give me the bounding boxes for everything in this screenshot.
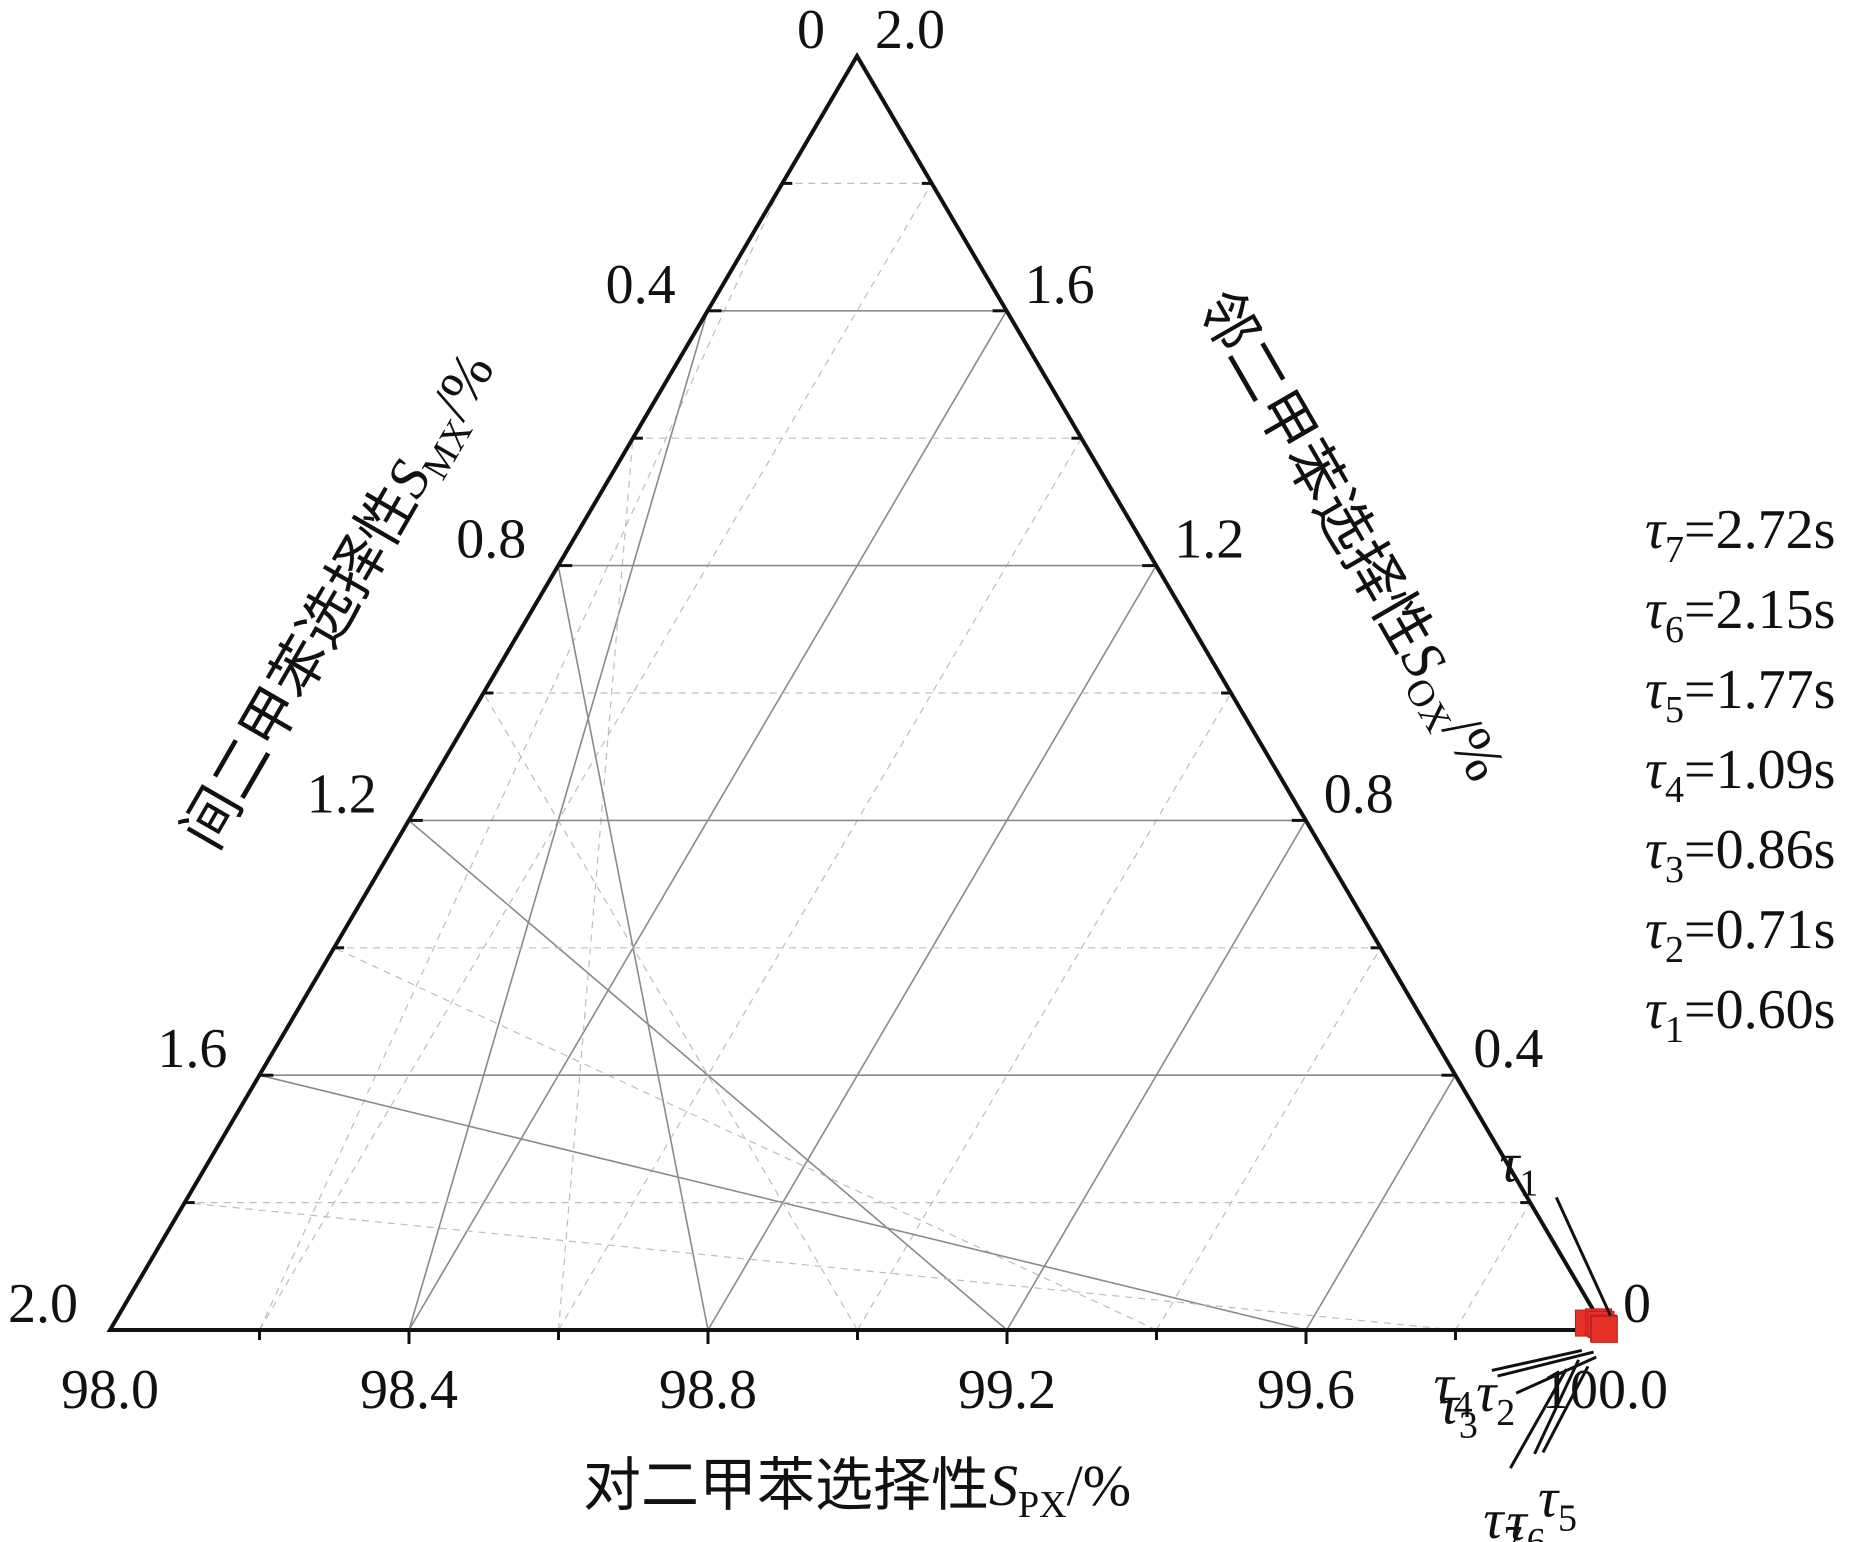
svg-text:对二甲苯选择性SPX/%: 对二甲苯选择性SPX/% (583, 1453, 1131, 1526)
triangle-outline (106, 52, 1609, 1332)
callout-label: τ1 (1499, 1132, 1538, 1204)
tick-labels: 98.0 98.4 98.8 99.2 99.6 100.0 0 0.4 0.8 1.2 1.6 2.… (8, 0, 1668, 1421)
callout-label: τ6 (1507, 1491, 1546, 1542)
axis-titles: 对二甲苯选择性SPX/%间二甲苯选择性SMX/% 邻二甲苯选择性SOX/% (170, 279, 1519, 1526)
right-tick-label: 0 (1623, 1273, 1651, 1335)
callout-label: τ2 (1476, 1362, 1515, 1434)
right-tick-label: 0.4 (1473, 1018, 1543, 1080)
left-tick-label: 1.6 (157, 1018, 227, 1080)
legend-entry: τ5=1.77s (1645, 659, 1835, 731)
right-tick-label: 0.8 (1324, 763, 1394, 825)
legend-entry: τ2=0.71s (1645, 899, 1835, 971)
grid-line (1454, 1202, 1531, 1331)
callout-label: τ7 (1483, 1489, 1522, 1542)
bottom-tick-label: 99.2 (958, 1359, 1056, 1421)
right-tick-label: 2.0 (875, 0, 945, 61)
left-tick-label: 1.2 (307, 763, 377, 825)
grid-line (1155, 947, 1382, 1331)
left-tick-label: 0.8 (456, 509, 526, 571)
right-tick-label: 1.2 (1174, 509, 1244, 571)
triangle-frame (106, 52, 1609, 1344)
legend-entry: τ7=2.72s (1645, 499, 1835, 571)
legend-entry: τ3=0.86s (1645, 819, 1835, 891)
callout-line (1554, 1196, 1612, 1316)
grid-line (557, 438, 634, 1331)
bottom-tick-label: 98.0 (61, 1359, 159, 1421)
callout-line (1491, 1349, 1583, 1372)
legend-entry: τ1=0.60s (1645, 979, 1835, 1051)
bottom-tick-label: 98.4 (360, 1359, 458, 1421)
callout-label: τ4 (1434, 1354, 1473, 1426)
right-tick-label: 1.6 (1025, 254, 1095, 316)
callout-line (1515, 1355, 1597, 1395)
callout-line (1509, 1368, 1568, 1469)
legend-entry: τ4=1.09s (1645, 739, 1835, 811)
grid-line (482, 692, 859, 1331)
legend-entry: τ6=2.15s (1645, 579, 1835, 651)
series-layer (1574, 1308, 1618, 1343)
grid-line (856, 692, 1232, 1331)
grid-line (557, 437, 1082, 1331)
left-tick-label: 2.0 (8, 1273, 78, 1335)
legend: τ7=2.72s τ6=2.15s τ5=1.77s τ4=1.09s τ3=0.86s… (1645, 499, 1835, 1051)
left-tick-label: 0.4 (606, 254, 676, 316)
callout-label: τ3 (1439, 1374, 1478, 1446)
grid-layer (184, 182, 1531, 1331)
callout-line (1541, 1365, 1590, 1454)
bottom-axis-title: 对二甲苯选择性SPX/% (583, 1453, 1131, 1526)
data-point (1590, 1315, 1618, 1343)
grid-line (184, 1202, 1456, 1331)
bottom-tick-label: 98.8 (659, 1359, 757, 1421)
bottom-tick-label: 99.6 (1257, 1359, 1355, 1421)
grid-line (333, 947, 1157, 1331)
callout-label: τ5 (1538, 1467, 1577, 1539)
left-tick-label: 0 (797, 0, 825, 61)
callout-line (1533, 1359, 1580, 1455)
callout-line (1497, 1350, 1594, 1378)
bottom-tick-label: 100.0 (1542, 1359, 1668, 1421)
